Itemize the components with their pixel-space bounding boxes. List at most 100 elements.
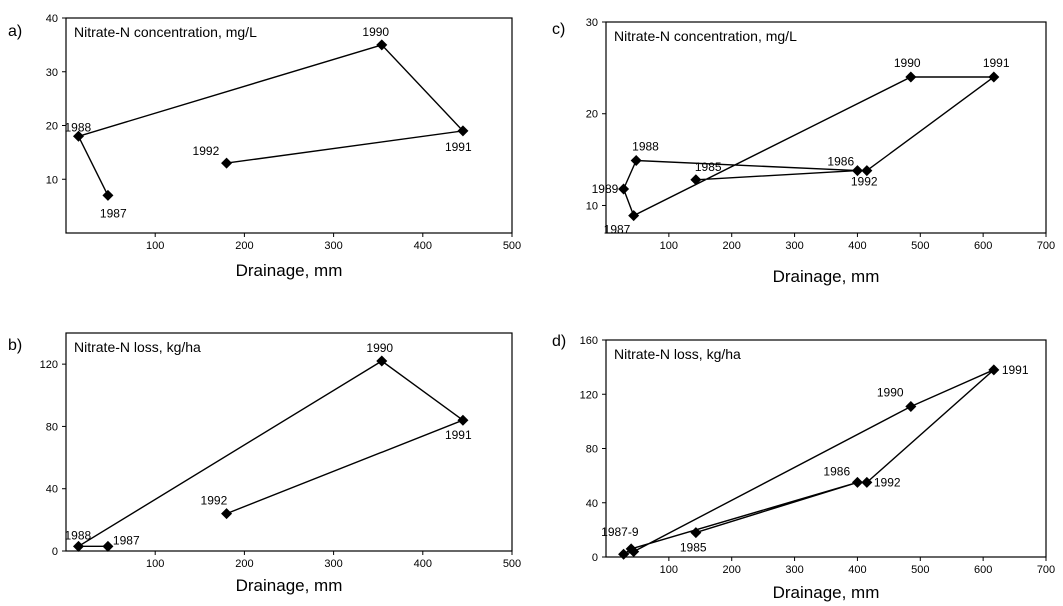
panel-d-data-label: 1987-9 <box>601 525 639 539</box>
panel-d-data-label: 1992 <box>874 475 901 489</box>
panel-d-data-label: 1985 <box>680 541 707 555</box>
panel-b-y-tick-label: 120 <box>40 359 58 371</box>
panel-d-x-tick-label: 200 <box>723 564 741 576</box>
panel-d-data-point <box>851 476 863 488</box>
panel-a-data-label: 1987 <box>100 206 127 220</box>
panel-a-y-tick-label: 30 <box>46 67 58 79</box>
panel-d-plot-frame <box>605 339 1047 558</box>
panel-d-x-tick-label: 600 <box>974 564 992 576</box>
panel-b-x-tick-label: 200 <box>235 558 253 570</box>
panel-d-y-tick-label: 160 <box>580 335 598 347</box>
panel-b-y-tick-label: 80 <box>46 421 58 433</box>
panel-a-data-label: 1992 <box>193 144 220 158</box>
panel-d-data-point <box>905 400 917 412</box>
panel-b-y-tick-label: 40 <box>46 484 58 496</box>
panel-b-data-point <box>376 355 388 367</box>
panel-a-data-point <box>102 189 114 201</box>
panel-a-y-tick-label: 40 <box>46 13 58 25</box>
panel-c-x-tick-label: 500 <box>911 240 929 252</box>
panel-c-data-label: 1987 <box>604 223 631 237</box>
panel-d-data-label: 1990 <box>877 385 904 399</box>
panel-b-x-tick-label: 400 <box>414 558 432 570</box>
panel-c-series-line <box>622 76 996 217</box>
panel-d-y-tick-label: 120 <box>580 389 598 401</box>
panel-b-plot-frame <box>65 332 513 552</box>
panel-d-x-tick-label: 400 <box>848 564 866 576</box>
panel-c-data-point <box>630 155 642 167</box>
panel-c-data-point <box>988 71 1000 83</box>
panel-d-data-label: 1991 <box>1002 363 1029 377</box>
panel-d-title: Nitrate-N loss, kg/ha <box>614 346 741 362</box>
panel-c-data-point <box>618 183 630 195</box>
panel-c-letter: c) <box>552 21 565 38</box>
panel-a-x-tick-label: 100 <box>146 240 164 252</box>
panel-a-title: Nitrate-N concentration, mg/L <box>74 24 257 40</box>
panel-b-data-label: 1988 <box>64 528 91 542</box>
panel-d-series-line <box>623 369 995 555</box>
panel-c-y-tick-label: 10 <box>586 200 598 212</box>
panel-a-data-point <box>376 39 388 51</box>
panel-a-series-line <box>77 44 465 196</box>
panel-d-y-tick-label: 0 <box>592 552 598 564</box>
panel-c-x-tick-label: 600 <box>974 240 992 252</box>
panel-c-y-tick-label: 20 <box>586 109 598 121</box>
panel-d-data-point <box>690 527 702 539</box>
panel-c-data-label: 1991 <box>983 56 1010 70</box>
panel-a-letter: a) <box>8 23 22 40</box>
panel-a-x-tick-label: 500 <box>503 240 521 252</box>
panel-c-y-tick-label: 30 <box>586 17 598 29</box>
panel-b-data-point <box>221 508 233 520</box>
panel-d-x-axis-label: Drainage, mm <box>773 583 880 602</box>
panel-b-data-label: 1992 <box>201 494 228 508</box>
panel-d-data-point <box>861 476 873 488</box>
panel-b-x-tick-label: 500 <box>503 558 521 570</box>
panel-c-data-label: 1985 <box>695 160 722 174</box>
panel-d-x-tick-label: 500 <box>911 564 929 576</box>
panel-a-data-label: 1990 <box>362 25 389 39</box>
panel-a-data-label: 1988 <box>64 120 91 134</box>
panel-c-x-tick-label: 700 <box>1037 240 1055 252</box>
panel-a-x-tick-label: 300 <box>324 240 342 252</box>
panel-b-title: Nitrate-N loss, kg/ha <box>74 339 201 355</box>
panel-a-x-axis-label: Drainage, mm <box>236 261 343 280</box>
panel-b-data-point <box>102 540 114 552</box>
panel-d-data-point <box>618 548 630 560</box>
panel-c-x-tick-label: 400 <box>848 240 866 252</box>
panel-a-data-point <box>72 130 84 142</box>
panel-a-x-tick-label: 400 <box>414 240 432 252</box>
panel-b-data-label: 1991 <box>445 428 472 442</box>
panel-c-x-axis-label: Drainage, mm <box>773 267 880 286</box>
panel-d-y-tick-label: 40 <box>586 498 598 510</box>
panel-c-x-tick-label: 300 <box>785 240 803 252</box>
panel-d-data-label: 1986 <box>823 464 850 478</box>
panel-b-data-label: 1987 <box>113 533 140 547</box>
panel-c-title: Nitrate-N concentration, mg/L <box>614 28 797 44</box>
panel-c-data-point <box>851 165 863 177</box>
panel-b-data-label: 1990 <box>366 341 393 355</box>
panel-c-data-point <box>905 71 917 83</box>
panel-c-data-point <box>628 210 640 222</box>
panel-c-x-tick-label: 100 <box>660 240 678 252</box>
panel-c-data-label: 1986 <box>827 155 854 169</box>
panel-c-data-label: 1992 <box>851 175 878 189</box>
panel-b-letter: b) <box>8 337 22 354</box>
panel-d-x-tick-label: 300 <box>785 564 803 576</box>
panel-b-x-tick-label: 100 <box>146 558 164 570</box>
panel-b-data-point <box>72 540 84 552</box>
panel-c-data-label: 1989 <box>592 182 619 196</box>
panel-d-x-tick-label: 100 <box>660 564 678 576</box>
panel-a-y-tick-label: 10 <box>46 174 58 186</box>
panel-a-data-point <box>221 157 233 169</box>
panel-a-x-tick-label: 200 <box>235 240 253 252</box>
panel-c-data-point <box>861 165 873 177</box>
panel-b-y-tick-label: 0 <box>52 546 58 558</box>
panel-d-y-tick-label: 80 <box>586 444 598 456</box>
panel-b-x-axis-label: Drainage, mm <box>236 576 343 595</box>
panel-a-plot-frame <box>65 17 513 234</box>
panel-c-data-label: 1988 <box>632 140 659 154</box>
panel-c-data-label: 1990 <box>894 56 921 70</box>
panel-a-data-label: 1991 <box>445 140 472 154</box>
panel-d-data-point <box>988 364 1000 376</box>
panel-a-y-tick-label: 20 <box>46 121 58 133</box>
